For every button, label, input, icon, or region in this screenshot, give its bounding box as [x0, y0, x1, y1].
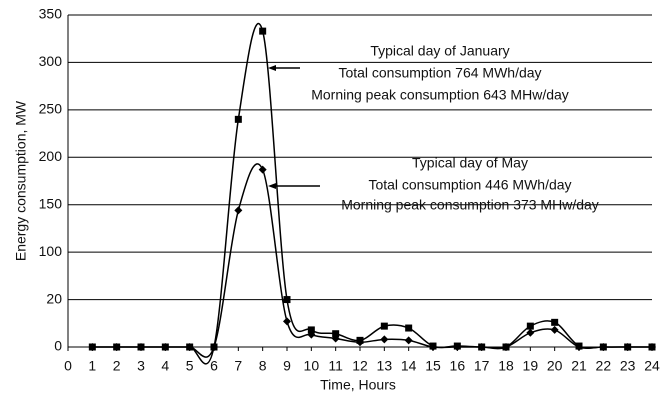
marker — [453, 343, 462, 351]
annotation: Morning peak consumption 373 MHw/day — [341, 197, 599, 213]
y-axis-label: Energy consumption, MW — [13, 100, 29, 261]
x-tick-label: 12 — [352, 358, 368, 374]
marker — [551, 318, 559, 326]
marker — [356, 338, 364, 347]
x-tick-label: 3 — [137, 358, 145, 374]
x-tick-label: 1 — [88, 358, 96, 374]
x-tick-label: 24 — [644, 358, 660, 374]
marker — [258, 165, 267, 174]
marker — [332, 330, 340, 338]
marker — [599, 343, 608, 351]
x-tick-label: 18 — [498, 358, 514, 374]
marker — [623, 343, 632, 351]
x-tick-label: 10 — [304, 358, 320, 374]
x-tick-label: 17 — [474, 358, 490, 374]
y-tick-label: 250 — [39, 101, 63, 117]
y-tick-label: 300 — [39, 53, 63, 69]
marker — [526, 328, 535, 337]
marker — [550, 325, 559, 334]
marker — [283, 317, 291, 326]
marker — [234, 206, 243, 215]
x-tick-label: 21 — [571, 358, 587, 374]
y-tick-label: 20 — [46, 290, 62, 306]
y-tick-label: 200 — [39, 148, 63, 164]
x-tick-label: 23 — [620, 358, 636, 374]
marker — [404, 336, 413, 345]
marker — [429, 343, 437, 351]
annotation: Total consumption 764 MWh/day — [338, 65, 541, 81]
marker — [380, 335, 389, 344]
marker — [307, 330, 316, 339]
x-tick-label: 4 — [161, 358, 169, 374]
marker — [648, 343, 656, 351]
annotation-arrow-head — [268, 183, 276, 189]
marker — [234, 115, 242, 123]
annotation: Total consumption 446 MWh/day — [368, 177, 571, 193]
x-tick-label: 13 — [377, 358, 393, 374]
marker — [477, 343, 486, 351]
marker — [526, 322, 534, 330]
x-tick-label: 8 — [259, 358, 267, 374]
x-axis-label: Time, Hours — [320, 377, 396, 393]
marker — [185, 343, 194, 351]
x-tick-label: 19 — [523, 358, 539, 374]
annotation-arrow-head — [268, 65, 276, 71]
marker — [575, 343, 583, 351]
x-tick-label: 2 — [113, 358, 121, 374]
series-line — [92, 163, 652, 358]
x-tick-label: 7 — [234, 358, 242, 374]
marker — [210, 343, 218, 351]
marker — [88, 343, 97, 351]
x-tick-label: 20 — [547, 358, 563, 374]
marker — [283, 296, 291, 304]
marker — [380, 322, 388, 330]
marker — [307, 326, 315, 334]
x-tick-label: 15 — [425, 358, 441, 374]
marker — [259, 27, 267, 35]
x-tick-label: 9 — [283, 358, 291, 374]
marker — [137, 343, 145, 351]
marker — [112, 343, 121, 351]
marker — [405, 324, 413, 332]
x-tick-label: 6 — [210, 358, 218, 374]
marker — [331, 334, 340, 343]
x-tick-label: 0 — [64, 358, 72, 374]
marker — [161, 343, 170, 351]
x-tick-label: 11 — [328, 358, 343, 374]
y-tick-label: 100 — [39, 243, 63, 259]
y-tick-label: 350 — [39, 6, 63, 22]
x-tick-label: 14 — [401, 358, 417, 374]
annotation: Morning peak consumption 643 MHw/day — [311, 87, 569, 103]
x-tick-label: 5 — [186, 358, 194, 374]
marker — [502, 343, 510, 351]
x-tick-label: 22 — [596, 358, 612, 374]
annotation: Typical day of May — [412, 155, 528, 171]
annotation: Typical day of January — [370, 43, 509, 59]
y-tick-label: 0 — [54, 338, 62, 354]
y-tick-label: 150 — [39, 195, 63, 211]
x-tick-label: 16 — [450, 358, 466, 374]
